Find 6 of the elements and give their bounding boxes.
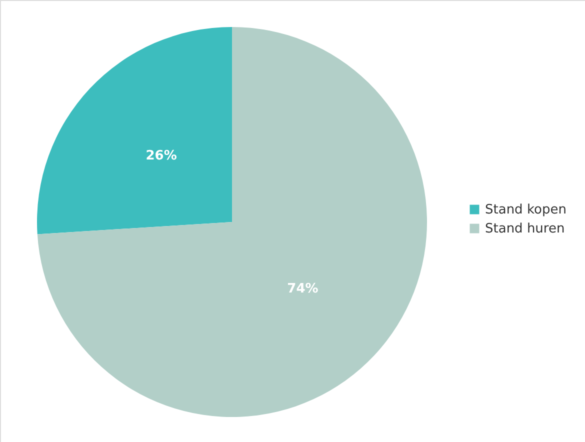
pie-slice bbox=[37, 27, 232, 234]
pie-slice bbox=[37, 27, 427, 417]
legend-label: Stand huren bbox=[485, 222, 565, 236]
legend-label: Stand kopen bbox=[485, 202, 566, 218]
data-label: 74% bbox=[287, 281, 318, 296]
data-label: 26% bbox=[146, 148, 177, 164]
